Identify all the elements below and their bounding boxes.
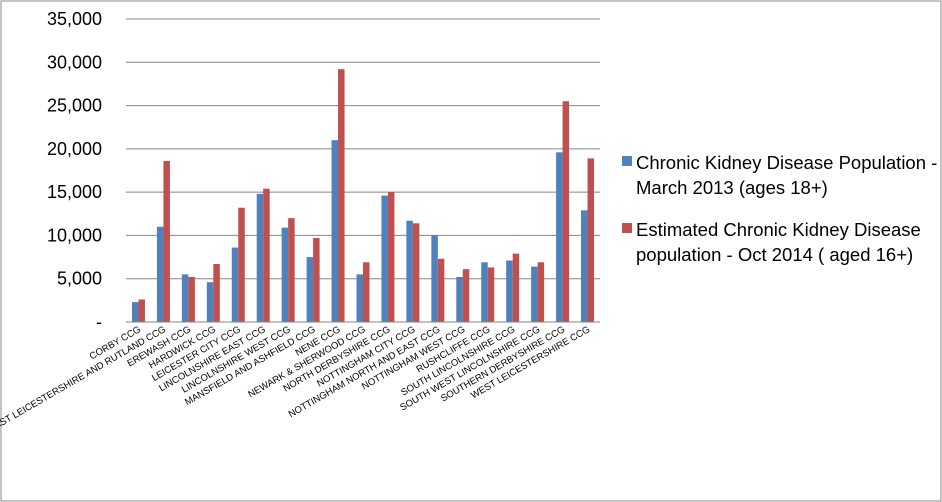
legend-item-series-1: Chronic Kidney Disease Population - Marc… xyxy=(622,150,940,200)
y-tick-label: 30,000 xyxy=(47,52,102,72)
bar-series-2 xyxy=(462,269,470,322)
bar-series-1 xyxy=(256,193,264,322)
bar-series-2 xyxy=(537,262,545,322)
x-tick-label: EAST LEICESTERSHIRE AND RUTLAND CCG xyxy=(0,324,168,435)
y-tick-label: 15,000 xyxy=(47,182,102,202)
bar-series-2 xyxy=(288,218,295,322)
bar-series-1 xyxy=(381,195,388,322)
bar-series-2 xyxy=(587,158,595,322)
bar-series-1 xyxy=(306,257,314,322)
legend-swatch-series-1 xyxy=(622,156,632,166)
bar-series-1 xyxy=(581,210,588,322)
bar-series-1 xyxy=(206,282,214,322)
bar-series-1 xyxy=(506,260,513,322)
bar-series-1 xyxy=(131,302,139,322)
bar-series-1 xyxy=(481,262,488,322)
y-tick-label: - xyxy=(96,312,102,332)
bar-series-1 xyxy=(556,152,563,322)
y-axis-tick-labels: - 5,000 10,000 15,000 20,000 25,000 30,000 35,0… xyxy=(47,9,102,332)
bar-series-1 xyxy=(531,266,538,322)
bar-series-2 xyxy=(163,160,170,322)
bar-series-2 xyxy=(263,188,270,322)
bar-series-2 xyxy=(437,258,445,322)
bar-series-2 xyxy=(412,223,420,322)
legend-label-series-2: Estimated Chronic Kidney Disease populat… xyxy=(636,219,921,265)
gridlines xyxy=(126,18,600,280)
bar-series-2 xyxy=(213,263,220,322)
bar-series-1 xyxy=(456,276,463,322)
bar-series-2 xyxy=(512,253,520,322)
legend: Chronic Kidney Disease Population - Marc… xyxy=(622,150,940,284)
bar-series-2 xyxy=(188,276,195,322)
bar-series-1 xyxy=(431,235,438,322)
bar-series-2 xyxy=(313,238,320,322)
bar-series-1 xyxy=(406,220,413,322)
bar-series-1 xyxy=(281,227,289,322)
bars xyxy=(131,69,595,322)
y-tick-label: 35,000 xyxy=(47,9,102,29)
bar-series-1 xyxy=(356,274,363,322)
legend-item-series-2: Estimated Chronic Kidney Disease populat… xyxy=(622,217,940,267)
legend-swatch-series-2 xyxy=(622,223,632,233)
bar-series-1 xyxy=(156,226,164,322)
y-tick-label: 10,000 xyxy=(47,225,102,245)
y-tick-label: 20,000 xyxy=(47,139,102,159)
y-tick-label: 5,000 xyxy=(57,269,102,289)
legend-label-series-1: Chronic Kidney Disease Population - Marc… xyxy=(636,152,938,198)
bar-series-1 xyxy=(331,140,339,322)
bar-series-1 xyxy=(231,247,239,322)
bar-series-2 xyxy=(387,192,395,322)
bar-series-2 xyxy=(238,207,245,322)
bar-series-2 xyxy=(363,262,370,322)
bar-series-2 xyxy=(138,299,145,322)
bar-series-2 xyxy=(562,101,570,322)
bar-series-2 xyxy=(338,69,345,322)
bar-series-2 xyxy=(487,267,495,322)
bar-series-1 xyxy=(181,274,189,322)
y-tick-label: 25,000 xyxy=(47,96,102,116)
